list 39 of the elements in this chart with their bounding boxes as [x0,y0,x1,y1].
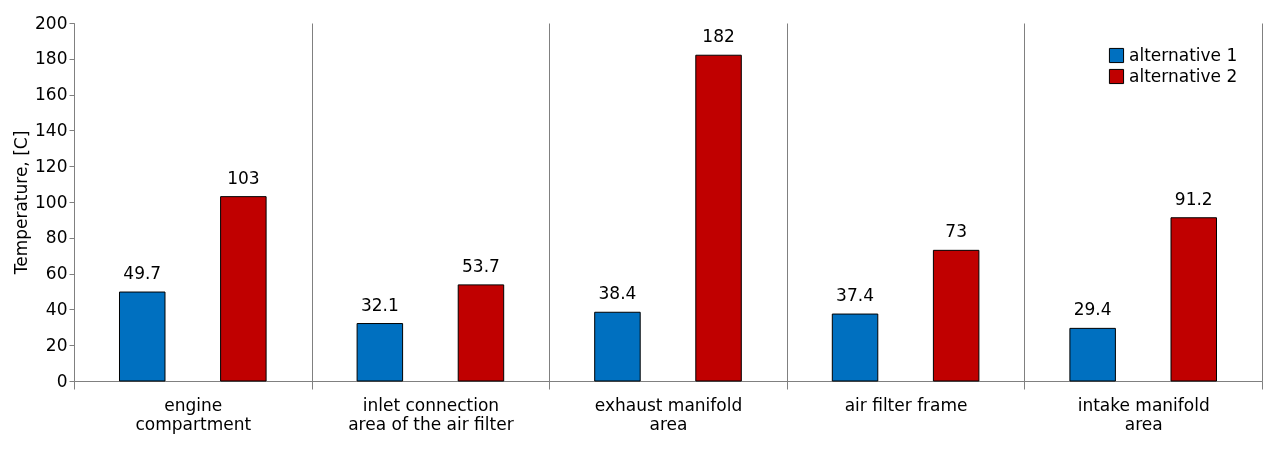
bar [594,311,641,382]
y-tick-label: 100 [35,191,68,212]
bar [457,284,505,382]
legend-label: alternative 1 [1129,44,1238,65]
data-label: 38.4 [598,283,637,304]
x-tick-label: inlet connection area of the air filter [348,394,514,434]
bar [831,313,879,382]
x-tick-label: intake manifold area [1077,394,1210,434]
data-label: 53.7 [462,255,500,276]
y-tick-label: 20 [45,334,68,355]
x-tick-label: air filter frame [844,394,968,415]
y-tick-label: 60 [45,263,68,284]
bar [1069,327,1116,382]
legend-label: alternative 2 [1129,65,1238,86]
bar [220,196,267,382]
data-label: 32.1 [360,294,399,315]
bar [356,323,404,382]
data-label: 29.4 [1073,299,1112,320]
data-label: 73 [945,221,967,242]
y-tick-label: 200 [35,12,68,33]
y-tick-label: 180 [35,48,68,69]
data-label: 103 [227,167,260,188]
y-tick-label: 80 [45,227,68,248]
bar [695,54,742,382]
y-tick-label: 140 [35,119,68,140]
x-tick-label: engine compartment [135,394,252,434]
y-tick-label: 0 [56,370,68,391]
data-label: 37.4 [836,285,874,306]
data-label: 49.7 [123,263,162,284]
bar [932,249,980,382]
data-label: 91.2 [1174,188,1213,209]
y-axis-title: Temperature, [C] [11,130,32,276]
x-tick-label: exhaust manifold area [594,394,743,434]
data-label: 182 [702,26,735,47]
bar [1170,217,1217,382]
y-tick-label: 120 [35,155,68,176]
bar [119,291,166,382]
y-tick-label: 160 [35,84,68,105]
y-tick-label: 40 [45,298,68,319]
